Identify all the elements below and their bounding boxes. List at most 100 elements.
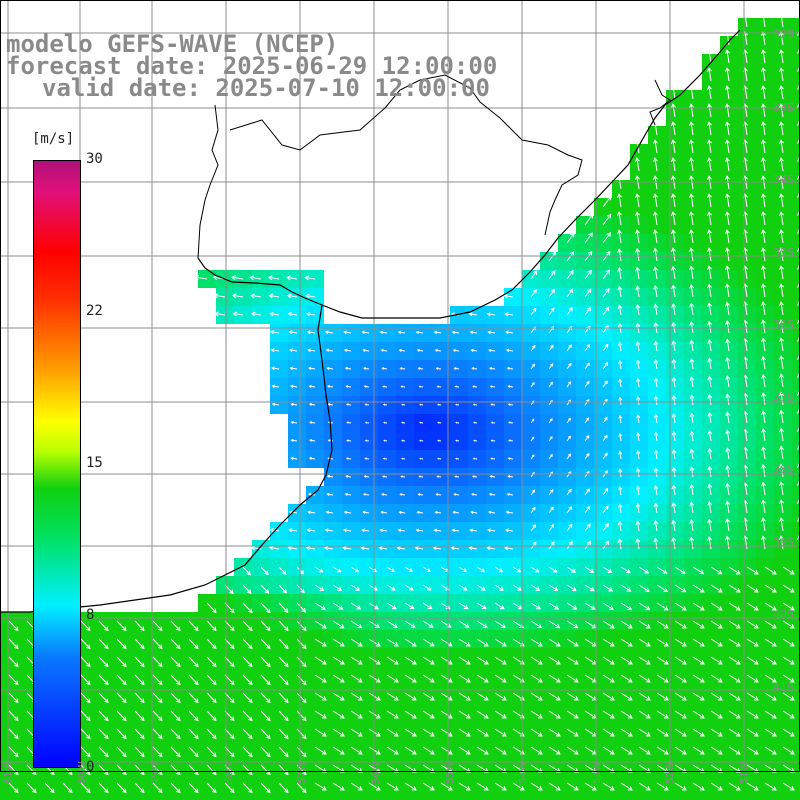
wind-arrow-head	[429, 786, 435, 791]
wind-arrow-head	[249, 275, 255, 281]
wind-arrow	[494, 656, 507, 665]
wind-arrow	[134, 746, 145, 757]
wind-arrow-head	[587, 269, 592, 275]
wind-arrow	[566, 674, 579, 683]
wind-speed-cell	[756, 792, 774, 800]
wind-arrow	[656, 746, 669, 755]
wind-arrow-head	[671, 193, 676, 199]
wind-arrow	[271, 367, 280, 370]
wind-arrow-head	[321, 786, 327, 791]
wind-arrow-head	[635, 139, 640, 145]
wind-arrow	[170, 692, 181, 703]
wind-arrow	[288, 313, 298, 316]
wind-arrow-head	[339, 750, 345, 755]
wind-arrow	[506, 349, 514, 352]
wind-arrow	[386, 584, 396, 591]
wind-speed-cell	[792, 630, 800, 648]
wind-arrow	[278, 656, 289, 667]
wind-arrow-head	[486, 546, 491, 551]
wind-arrow	[674, 620, 687, 629]
wind-arrow-head	[707, 121, 712, 127]
wind-arrow	[332, 692, 345, 701]
wind-arrow-head	[725, 139, 730, 145]
wind-arrow-head	[735, 588, 741, 593]
wind-arrow-head	[555, 786, 561, 791]
wind-arrow	[744, 50, 748, 64]
wind-speed-cell	[792, 720, 800, 738]
wind-arrow	[530, 289, 537, 298]
wind-arrow-head	[516, 568, 522, 573]
wind-arrow-head	[247, 644, 253, 650]
wind-arrow-head	[753, 660, 759, 665]
wind-arrow	[672, 537, 676, 550]
wind-arrow-head	[465, 786, 471, 791]
wind-arrow-head	[339, 624, 345, 629]
wind-arrow-head	[157, 752, 163, 758]
wind-arrow	[636, 230, 640, 244]
wind-arrow-head	[419, 421, 422, 424]
wind-arrow-head	[505, 330, 509, 335]
wind-arrow	[233, 312, 244, 316]
wind-arrow-head	[550, 307, 555, 312]
wind-arrow	[170, 638, 181, 649]
wind-arrow-head	[761, 428, 767, 434]
wind-arrow	[654, 122, 658, 136]
wind-arrow	[8, 746, 19, 757]
wind-speed-cell	[792, 324, 800, 342]
wind-arrow	[512, 566, 521, 573]
wind-arrow-head	[573, 623, 579, 629]
wind-arrow	[494, 710, 507, 719]
wind-arrow-head	[519, 660, 525, 665]
wind-arrow	[619, 415, 622, 424]
wind-arrow	[296, 692, 307, 703]
wind-arrow-head	[663, 714, 669, 719]
wind-speed-cell	[792, 432, 800, 450]
wind-arrow	[690, 212, 694, 226]
wind-arrow-head	[707, 465, 713, 471]
wind-arrow-head	[797, 445, 800, 451]
wind-arrow-head	[429, 642, 435, 647]
wind-arrow-head	[289, 366, 294, 371]
wind-arrow	[380, 529, 388, 532]
wind-arrow	[116, 656, 127, 667]
wind-arrow	[655, 485, 658, 496]
wind-arrow	[422, 602, 433, 609]
wind-arrow-head	[618, 432, 623, 437]
wind-arrow	[708, 248, 712, 262]
wind-arrow-head	[321, 714, 327, 719]
wind-arrow-head	[401, 457, 404, 460]
wind-arrow-head	[213, 293, 219, 299]
wind-arrow	[548, 506, 554, 514]
wind-arrow-head	[304, 275, 310, 281]
wind-arrow-head	[362, 510, 366, 514]
wind-arrow-head	[689, 376, 695, 382]
wind-arrow	[530, 489, 535, 496]
wind-arrow-head	[568, 417, 571, 421]
wind-arrow-head	[338, 605, 344, 610]
wind-arrow	[368, 566, 377, 573]
wind-speed-cell	[792, 756, 800, 774]
wind-arrow-head	[604, 470, 608, 475]
wind-arrow	[476, 692, 489, 701]
wind-arrow	[584, 638, 597, 647]
wind-arrow	[368, 782, 381, 791]
wind-arrow-head	[586, 523, 591, 528]
wind-speed-cell	[558, 792, 576, 800]
wind-arrow-head	[414, 546, 419, 551]
wind-arrow-head	[121, 788, 127, 794]
wind-arrow	[452, 331, 460, 334]
wind-arrow-head	[717, 606, 723, 611]
wind-arrow	[415, 547, 424, 550]
wind-arrow-head	[435, 367, 439, 370]
wind-arrow	[566, 489, 572, 496]
wind-arrow-head	[689, 121, 694, 127]
wind-arrow	[152, 620, 163, 631]
wind-arrow-head	[531, 418, 535, 422]
wind-arrow	[618, 230, 622, 244]
wind-arrow-head	[779, 265, 784, 271]
wind-arrow-head	[281, 570, 287, 575]
wind-arrow-head	[635, 285, 641, 291]
wind-arrow	[326, 349, 334, 352]
wind-arrow	[505, 529, 514, 532]
